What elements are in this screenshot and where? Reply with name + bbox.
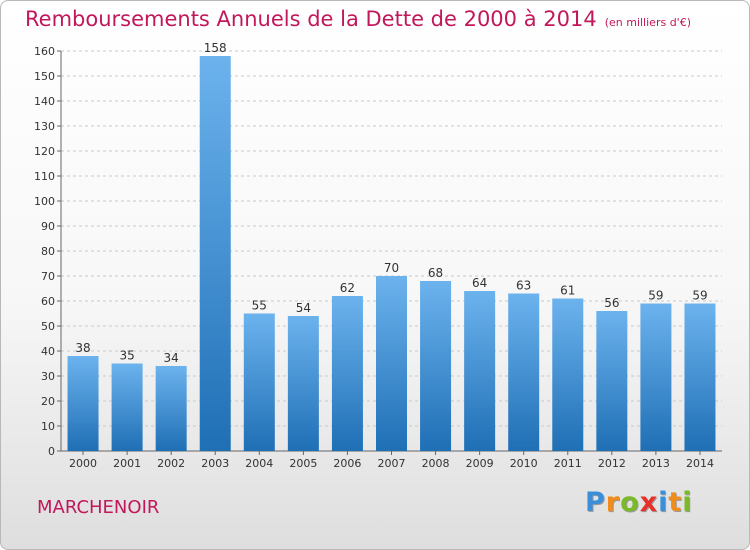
x-tick-label: 2007	[378, 457, 406, 470]
y-tick-label: 20	[41, 395, 55, 408]
chart-title-text: Remboursements Annuels de la Dette de 20…	[25, 7, 597, 31]
x-tick-label: 2012	[598, 457, 626, 470]
x-tick-label: 2008	[422, 457, 450, 470]
bar-2000	[67, 356, 99, 451]
x-tick-label: 2010	[510, 457, 538, 470]
x-tick-label: 2001	[113, 457, 141, 470]
bar-2001	[111, 363, 143, 451]
data-label: 68	[428, 266, 443, 280]
y-tick-label: 110	[34, 170, 55, 183]
bar-2012	[596, 311, 628, 451]
y-tick-label: 70	[41, 270, 55, 283]
bar-2005	[287, 316, 319, 451]
data-label: 38	[75, 341, 90, 355]
logo-letter: i	[682, 487, 693, 518]
x-tick-label: 2014	[686, 457, 714, 470]
bar-2011	[552, 298, 584, 451]
bar-2014	[684, 303, 716, 451]
data-label: 54	[296, 301, 311, 315]
x-tick-label: 2004	[245, 457, 273, 470]
data-label: 35	[119, 349, 134, 363]
y-tick-label: 100	[34, 195, 55, 208]
town-name: MARCHENOIR	[37, 497, 160, 518]
proxiti-logo[interactable]: Proxiti	[585, 487, 693, 518]
bar-2007	[376, 276, 407, 451]
data-label: 158	[204, 41, 227, 55]
data-label: 63	[516, 279, 531, 293]
unit-note: (en milliers d'€)	[604, 16, 691, 29]
data-label: 62	[340, 281, 355, 295]
x-tick-label: 2006	[333, 457, 361, 470]
y-tick-label: 10	[41, 420, 55, 433]
x-tick-label: 2003	[201, 457, 229, 470]
x-tick-label: 2005	[289, 457, 317, 470]
y-tick-label: 160	[34, 45, 55, 58]
bar-2003	[199, 56, 231, 451]
bar-2008	[420, 281, 452, 451]
logo-letter: o	[620, 487, 640, 518]
bar-2009	[464, 291, 496, 451]
data-label: 59	[692, 289, 707, 303]
logo-letter: r	[605, 487, 621, 518]
y-tick-label: 30	[41, 370, 55, 383]
y-tick-label: 40	[41, 345, 55, 358]
tick-labels: 0 10 20 30 40 50 60 70 80 90 100 110 120 130 140 150 160…	[34, 45, 714, 470]
x-tick-label: 2013	[642, 457, 670, 470]
data-label: 61	[560, 284, 575, 298]
bars	[67, 56, 716, 451]
data-label: 56	[604, 296, 619, 310]
chart-title: Remboursements Annuels de la Dette de 20…	[25, 7, 691, 31]
y-tick-label: 90	[41, 220, 55, 233]
x-tick-label: 2011	[554, 457, 582, 470]
bar-2006	[331, 296, 363, 451]
bar-2013	[640, 303, 672, 451]
y-tick-label: 0	[48, 445, 55, 458]
y-tick-label: 150	[34, 70, 55, 83]
bar-2002	[155, 366, 187, 451]
y-tick-label: 60	[41, 295, 55, 308]
logo-letter: P	[585, 487, 606, 518]
y-tick-label: 50	[41, 320, 55, 333]
y-tick-label: 140	[34, 95, 55, 108]
data-label: 64	[472, 276, 487, 290]
data-label: 34	[164, 351, 179, 365]
y-tick-label: 130	[34, 120, 55, 133]
data-label: 55	[252, 299, 267, 313]
x-tick-label: 2009	[466, 457, 494, 470]
logo-letter: t	[668, 487, 683, 518]
logo-letter: i	[658, 487, 669, 518]
data-label: 70	[384, 261, 399, 275]
x-tick-label: 2002	[157, 457, 185, 470]
x-tick-label: 2000	[69, 457, 97, 470]
bar-2010	[508, 293, 540, 451]
data-label: 59	[648, 289, 663, 303]
bar-2004	[243, 313, 275, 451]
data-labels: 38 35 34 158 55 54 62 70 68 64 63 61 56 59 59	[75, 41, 707, 365]
logo-letter: x	[639, 487, 659, 518]
y-tick-label: 120	[34, 145, 55, 158]
y-tick-label: 80	[41, 245, 55, 258]
